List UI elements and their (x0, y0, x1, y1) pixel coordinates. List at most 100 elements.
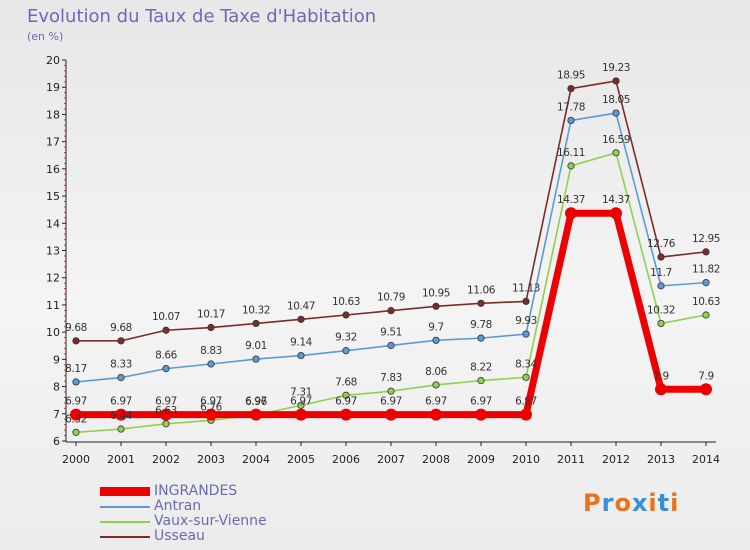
data-point-vaux-sur-vienne (117, 425, 125, 433)
y-tick-label: 13 (46, 245, 60, 258)
data-label-vaux-sur-vienne: 6.32 (65, 413, 87, 425)
data-point-usseau (72, 337, 80, 345)
data-point-usseau (117, 337, 125, 345)
data-point-usseau (162, 326, 170, 334)
data-point-antran (387, 341, 395, 350)
data-label-usseau: 10.63 (332, 296, 360, 308)
data-label-vaux-sur-vienne: 7.83 (380, 372, 402, 384)
x-tick-label: 2014 (692, 453, 720, 466)
data-label-antran: 8.66 (155, 350, 177, 362)
data-label-usseau: 9.68 (110, 322, 132, 334)
data-label-antran: 9.78 (470, 319, 492, 331)
data-label-ingrandes: 14.37 (557, 194, 585, 206)
data-point-antran (297, 351, 305, 360)
data-label-antran: 9.32 (335, 332, 357, 344)
data-label-vaux-sur-vienne: 16.59 (602, 134, 630, 146)
x-tick-label: 2013 (647, 453, 675, 466)
chart-title: Evolution du Taux de Taxe d'Habitation (27, 6, 377, 27)
x-tick-label: 2003 (197, 453, 225, 466)
data-point-ingrandes (655, 383, 667, 396)
data-label-usseau: 9.68 (65, 322, 87, 334)
data-point-ingrandes (160, 408, 172, 421)
y-tick-label: 19 (46, 81, 60, 94)
y-tick-label: 11 (46, 299, 60, 312)
x-tick-label: 2004 (242, 453, 270, 466)
data-point-antran (657, 282, 665, 290)
data-point-vaux-sur-vienne (612, 149, 620, 157)
data-label-antran: 9.7 (428, 321, 444, 333)
data-label-usseau: 12.95 (692, 233, 720, 245)
data-point-antran (567, 116, 575, 125)
legend-label-vaux: Vaux-sur-Vienne (154, 513, 267, 529)
data-point-antran (702, 279, 710, 287)
data-point-ingrandes (70, 408, 82, 421)
x-tick-label: 2007 (377, 453, 405, 466)
data-point-ingrandes (115, 408, 127, 421)
data-label-vaux-sur-vienne: 8.22 (470, 362, 492, 374)
y-tick-label: 14 (46, 217, 60, 230)
data-label-ingrandes: 6.97 (515, 396, 537, 408)
data-point-antran (477, 334, 485, 342)
y-tick-label: 9 (53, 353, 60, 366)
data-label-vaux-sur-vienne: 6.96 (245, 396, 267, 408)
data-label-vaux-sur-vienne: 10.32 (647, 304, 675, 316)
legend-label-ingrandes: INGRANDES (154, 483, 238, 499)
data-label-antran: 18.05 (602, 94, 630, 106)
data-label-ingrandes: 6.97 (425, 396, 447, 408)
data-label-usseau: 19.23 (602, 62, 630, 74)
data-label-vaux-sur-vienne: 8.06 (425, 366, 447, 378)
data-point-usseau (477, 299, 485, 307)
y-tick-label: 7 (53, 408, 60, 421)
data-label-ingrandes: 6.97 (200, 396, 222, 408)
y-tick-label: 10 (46, 326, 60, 339)
legend-label-usseau: Usseau (154, 528, 205, 544)
data-label-ingrandes: 6.97 (335, 396, 357, 408)
data-label-ingrandes: 6.97 (380, 396, 402, 408)
x-tick-label: 2011 (557, 453, 585, 466)
data-point-usseau (612, 77, 620, 85)
data-label-usseau: 11.13 (512, 282, 540, 294)
y-tick-label: 18 (46, 108, 60, 121)
x-tick-label: 2010 (512, 453, 540, 466)
data-point-usseau (522, 297, 530, 305)
legend-swatch-antran (100, 506, 150, 508)
legend-swatch-vaux (100, 521, 150, 523)
y-tick-label: 6 (53, 435, 60, 448)
data-point-ingrandes (520, 408, 532, 421)
data-label-vaux-sur-vienne: 6.76 (200, 401, 222, 413)
data-point-antran (432, 336, 440, 344)
y-tick-label: 16 (46, 163, 60, 176)
data-label-vaux-sur-vienne: 10.63 (692, 296, 720, 308)
data-label-vaux-sur-vienne: 16.11 (557, 147, 585, 159)
data-label-vaux-sur-vienne: 7.68 (335, 376, 357, 388)
data-label-ingrandes: 7.9 (698, 370, 714, 382)
data-label-ingrandes: 6.97 (470, 396, 492, 408)
data-point-ingrandes (430, 408, 442, 421)
data-point-ingrandes (565, 207, 577, 220)
data-label-ingrandes: 6.97 (110, 396, 132, 408)
data-point-ingrandes (250, 408, 262, 421)
data-point-vaux-sur-vienne (522, 373, 530, 381)
data-point-antran (252, 355, 260, 363)
data-point-ingrandes (700, 383, 712, 396)
x-tick-label: 2005 (287, 453, 315, 466)
data-point-antran (117, 373, 125, 382)
data-point-vaux-sur-vienne (162, 420, 170, 428)
data-point-antran (162, 365, 170, 373)
data-label-usseau: 10.95 (422, 287, 450, 299)
y-tick-label: 12 (46, 272, 60, 285)
data-label-usseau: 18.95 (557, 70, 585, 82)
data-point-vaux-sur-vienne (387, 387, 395, 395)
data-point-vaux-sur-vienne (657, 319, 665, 328)
data-label-usseau: 12.76 (647, 238, 676, 250)
data-label-antran: 11.82 (692, 264, 720, 276)
data-point-ingrandes (385, 408, 397, 421)
data-point-antran (612, 109, 620, 117)
data-label-antran: 8.17 (65, 363, 87, 375)
data-point-vaux-sur-vienne (567, 162, 575, 170)
data-point-vaux-sur-vienne (477, 376, 485, 385)
data-point-usseau (252, 319, 260, 328)
data-label-antran: 8.33 (110, 359, 132, 371)
data-label-vaux-sur-vienne: 8.34 (515, 358, 537, 370)
